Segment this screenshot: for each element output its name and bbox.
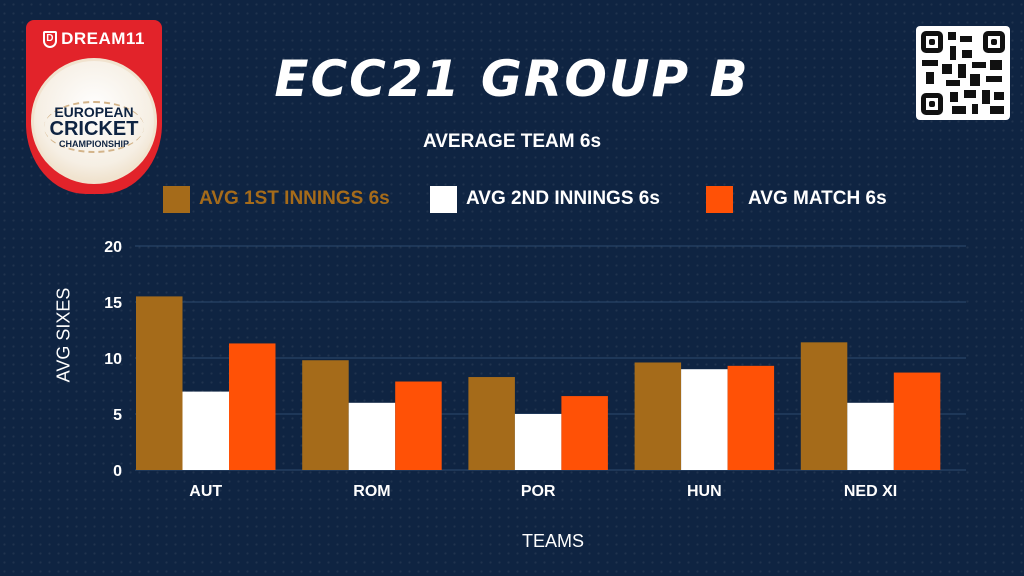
bar-hun-series-2 — [681, 369, 728, 470]
legend-swatch-2nd-innings — [430, 186, 457, 213]
y-tick-label: 0 — [113, 463, 122, 480]
dream11-shield-icon: D — [43, 30, 58, 48]
page-title: ECC21 GROUP B — [274, 50, 750, 108]
dream11-brand: D DREAM11 — [34, 26, 154, 52]
bar-rom-series-1 — [302, 360, 349, 470]
logo-line-european: EUROPEAN — [54, 104, 134, 120]
legend-label-2nd-innings: AVG 2ND INNINGS 6s — [466, 188, 660, 209]
bar-hun-series-1 — [634, 362, 682, 470]
bar-por-series-3 — [561, 396, 608, 470]
y-tick-label: 10 — [104, 351, 122, 368]
bar-por-series-1 — [468, 377, 515, 470]
x-tick-label: POR — [521, 483, 556, 500]
bar-ned-xi-series-1 — [800, 342, 848, 470]
logo-brand-text: DREAM11 — [61, 29, 145, 48]
x-axis-label: TEAMS — [521, 531, 584, 551]
bar-ned-xi-series-3 — [893, 372, 941, 470]
legend-label-1st-innings: AVG 1ST INNINGS 6s — [199, 188, 390, 209]
y-tick-label: 15 — [104, 295, 122, 312]
bar-hun-series-3 — [727, 365, 775, 470]
legend-swatch-match — [706, 186, 733, 213]
y-tick-label: 20 — [104, 239, 122, 256]
bar-aut-series-3 — [229, 343, 276, 470]
championship-logo: D DREAM11 EUROPEAN CRICKET CHAMPIONSHIP — [26, 20, 162, 194]
logo-line-championship: CHAMPIONSHIP — [58, 139, 129, 149]
bar-rom-series-2 — [348, 402, 396, 470]
bar-ned-xi-series-2 — [847, 402, 894, 470]
x-tick-label: NED XI — [844, 483, 897, 500]
bar-rom-series-3 — [395, 381, 442, 470]
legend-swatch-1st-innings — [163, 186, 190, 213]
chart-title: AVERAGE TEAM 6s — [422, 131, 602, 152]
cricket-ball-icon: EUROPEAN CRICKET CHAMPIONSHIP — [31, 58, 157, 184]
bar-aut-series-2 — [182, 391, 229, 470]
ball-seam — [44, 101, 144, 153]
x-tick-label: AUT — [189, 483, 222, 500]
bar-aut-series-1 — [136, 296, 183, 470]
qr-code-icon — [916, 26, 1010, 120]
legend-label-match: AVG MATCH 6s — [748, 188, 887, 209]
bar-por-series-2 — [514, 414, 562, 470]
x-tick-label: ROM — [353, 483, 390, 500]
x-tick-label: HUN — [687, 483, 722, 500]
y-tick-label: 5 — [113, 407, 122, 424]
logo-line-cricket: CRICKET — [49, 118, 139, 140]
